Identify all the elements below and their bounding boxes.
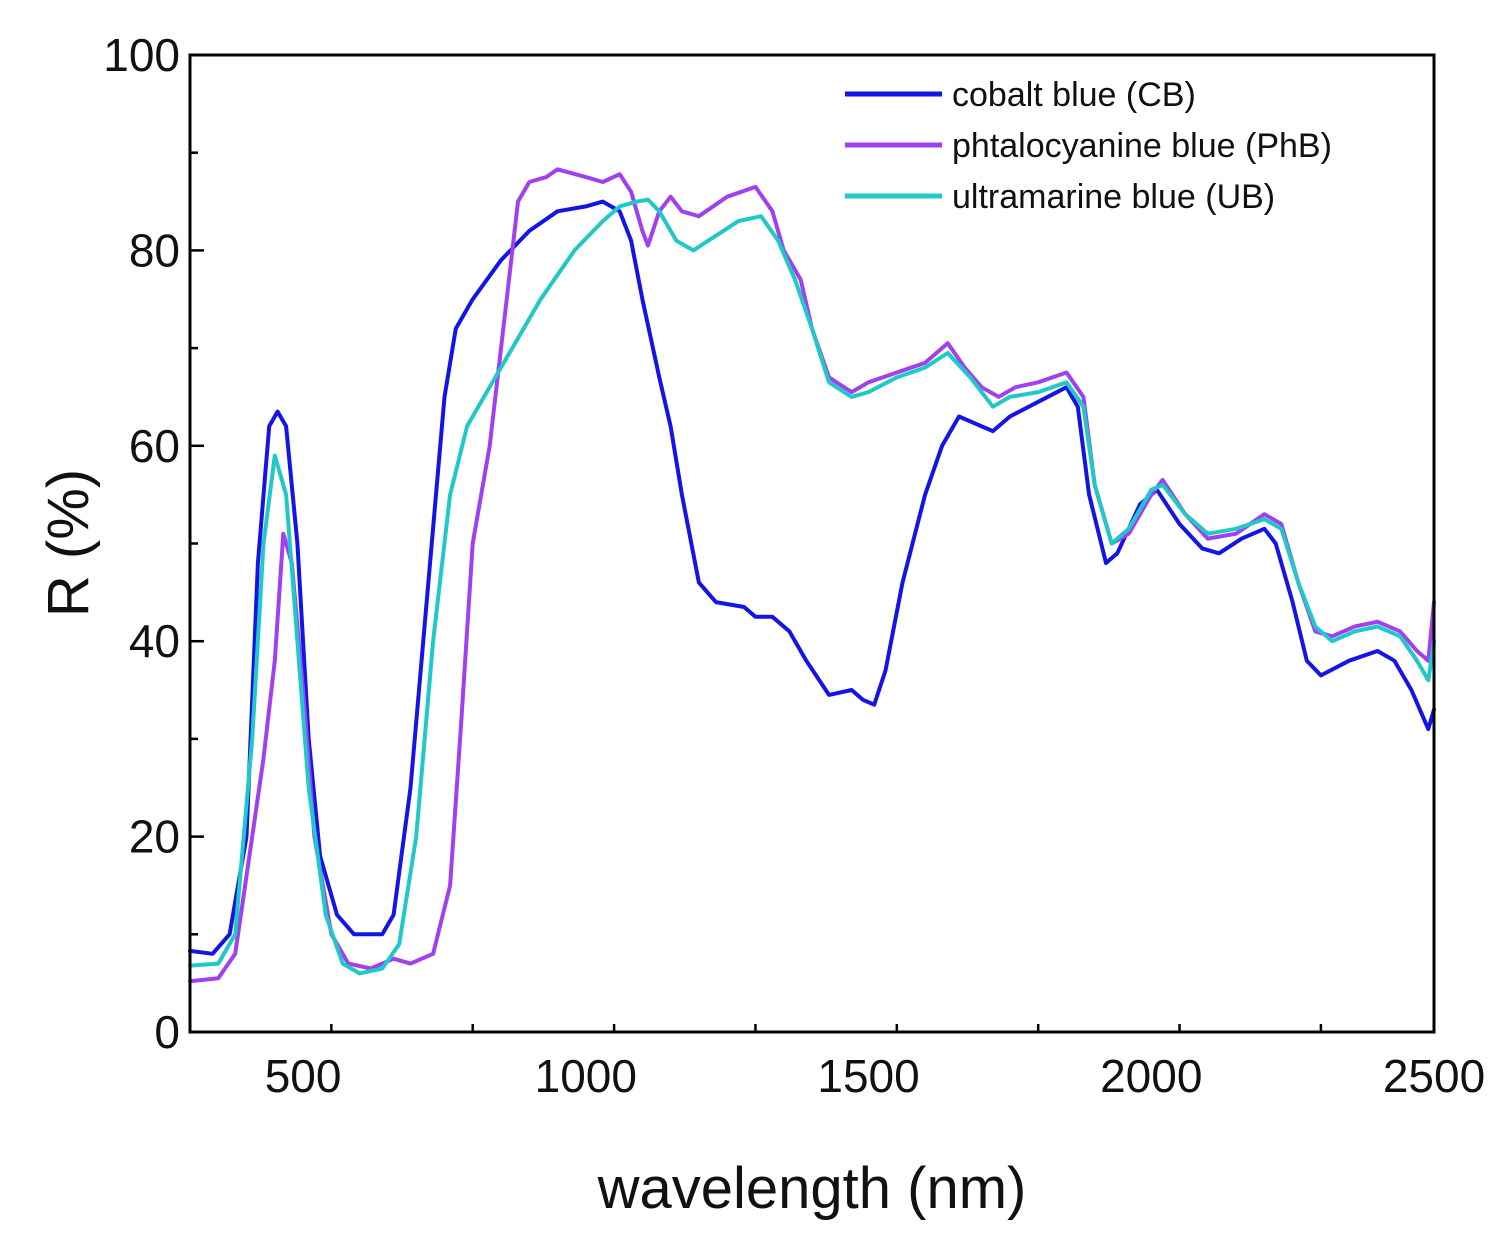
x-tick-label: 2000 [1100, 1050, 1202, 1102]
x-tick-label: 1500 [817, 1050, 919, 1102]
y-axis-title: R (%) [36, 469, 101, 617]
legend: cobalt blue (CB) phtalocyanine blue (PhB)… [845, 76, 1332, 216]
x-tick-label: 2500 [1383, 1050, 1485, 1102]
legend-label-phtalocyanine-blue: phtalocyanine blue (PhB) [952, 127, 1332, 165]
series-layer [188, 167, 1436, 984]
y-tick-label: 0 [154, 1006, 180, 1058]
y-tick-label: 20 [129, 811, 180, 863]
x-tick-label: 500 [265, 1050, 342, 1102]
x-tick-label: 1000 [535, 1050, 637, 1102]
y-tick-label: 100 [103, 29, 180, 81]
tick-layer: 500 1000 1500 2000 2500 0 20 40 60 80 100 [103, 29, 1485, 1102]
legend-label-cobalt-blue: cobalt blue (CB) [952, 76, 1196, 114]
series-line-cobalt-blue [188, 199, 1436, 956]
y-tick-label: 60 [129, 420, 180, 472]
series-line-ultramarine-blue [188, 197, 1436, 976]
series-line-phtalocyanine-blue [188, 167, 1436, 984]
y-tick-label: 80 [129, 224, 180, 276]
x-axis-title: wavelength (nm) [597, 1156, 1027, 1221]
y-tick-label: 40 [129, 615, 180, 667]
legend-label-ultramarine-blue: ultramarine blue (UB) [952, 178, 1275, 216]
